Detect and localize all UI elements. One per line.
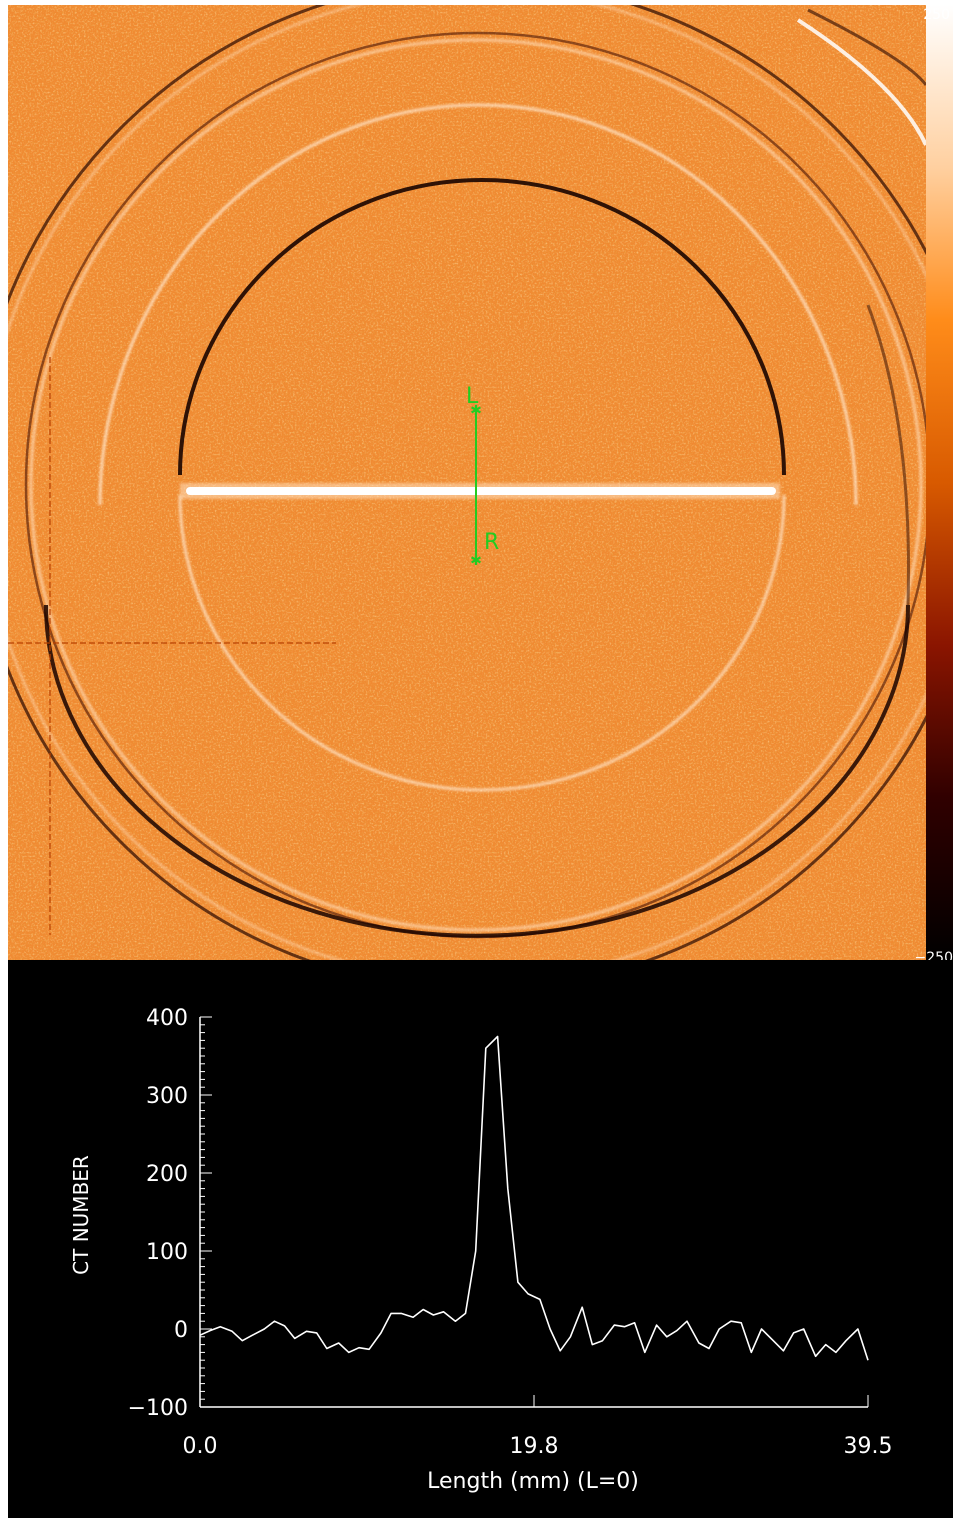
inner-circle-bottom [178,494,786,792]
plot-tick-labels: 400 300 200 100 0 −100 0.0 19.8 39.5 [128,1006,893,1459]
middle-ring-dark-right [866,304,910,606]
bright-band [186,487,776,495]
x-tick-label: 0.0 [183,1434,218,1459]
inner-circle-top [178,178,786,476]
y-axis-label: CT NUMBER [69,1155,93,1275]
y-tick-label: 100 [146,1240,188,1265]
middle-ring-light [98,103,858,506]
corner-arc-topright [796,18,926,146]
plot-ticks [199,1016,869,1408]
plot-series [199,1035,869,1361]
x-axis-label: Length (mm) (L=0) [427,1469,639,1494]
profile-chart: 400 300 200 100 0 −100 0.0 19.8 39.5 Length (mm)… [69,1006,893,1494]
profile-plot: 400 300 200 100 0 −100 0.0 19.8 39.5 Length (mm)… [8,960,953,1518]
profile-end-label: R [484,530,499,555]
corner-arc-topright-dark [807,8,926,86]
x-tick-label: 39.5 [844,1434,893,1459]
profile-end-marker[interactable]: ✱ [470,553,482,569]
plot-frame [199,1017,868,1408]
y-tick-label: 200 [146,1162,188,1187]
colorbar: 250 −250 [915,5,953,966]
y-tick-label: 0 [174,1318,188,1343]
colorbar-max-label: 250 [923,7,950,23]
y-tick-label: −100 [128,1396,188,1421]
x-tick-label: 19.8 [510,1434,559,1459]
ct-image-canvas: ✱ ✱ L R [8,5,926,960]
profile-start-label: L [466,384,479,409]
y-tick-label: 300 [146,1084,188,1109]
y-tick-label: 400 [146,1006,188,1031]
profile-start-marker[interactable]: ✱ [470,403,482,419]
outer-ring-light [29,38,923,932]
ct-image-view[interactable]: ✱ ✱ L R [8,5,926,960]
profile-series-line [199,1035,869,1361]
colorbar-gradient [926,5,953,960]
middle-ring-dark [44,604,910,938]
